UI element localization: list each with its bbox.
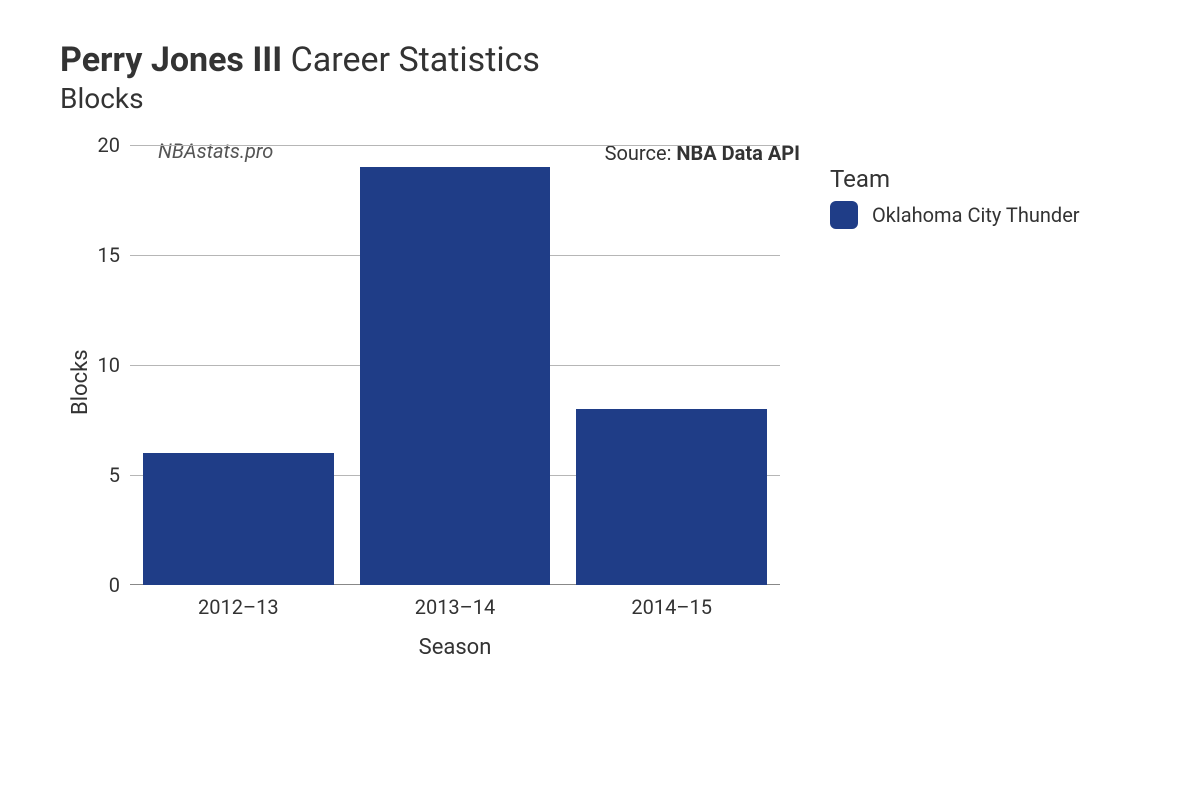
grid-line (130, 145, 780, 146)
y-tick-label: 5 (109, 463, 130, 487)
chart-row: NBAstats.pro Source: NBA Data API 051015… (60, 135, 1160, 695)
player-name: Perry Jones III (60, 40, 282, 80)
legend-item: Oklahoma City Thunder (830, 201, 1080, 229)
title-line-1: Perry Jones III Career Statistics (60, 40, 1160, 80)
bar (360, 167, 551, 585)
x-axis-title: Season (130, 635, 780, 660)
y-axis-title: Blocks (68, 349, 93, 415)
chart-area: NBAstats.pro Source: NBA Data API 051015… (60, 135, 800, 695)
title-metric: Blocks (60, 82, 1160, 115)
legend-swatch (830, 201, 858, 229)
y-tick-label: 0 (109, 573, 130, 597)
title-suffix: Career Statistics (291, 40, 540, 80)
x-tick-label: 2013–14 (415, 585, 496, 619)
bar (143, 453, 334, 585)
y-tick-label: 20 (98, 133, 130, 157)
x-tick-label: 2014–15 (631, 585, 712, 619)
chart-container: Perry Jones III Career Statistics Blocks… (0, 0, 1200, 800)
y-tick-label: 15 (98, 243, 130, 267)
legend-title: Team (830, 165, 1080, 193)
bar (576, 409, 767, 585)
y-tick-label: 10 (98, 353, 130, 377)
legend: Team Oklahoma City Thunder (830, 165, 1080, 229)
x-tick-label: 2012–13 (198, 585, 279, 619)
legend-label: Oklahoma City Thunder (872, 203, 1080, 227)
title-block: Perry Jones III Career Statistics Blocks (60, 40, 1160, 115)
plot-region: 051015202012–132013–142014–15 (130, 145, 780, 585)
